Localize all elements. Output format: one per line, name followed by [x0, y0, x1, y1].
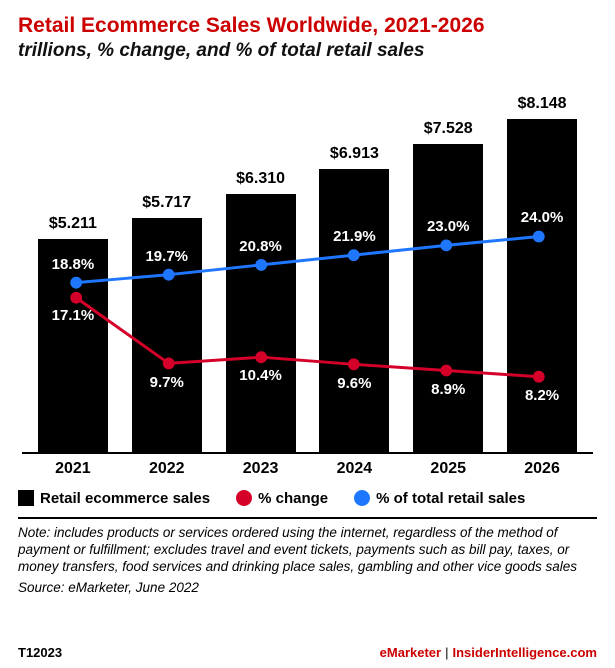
bar-slot: $7.528 23.0% 8.9%	[401, 92, 495, 452]
legend-item: Retail ecommerce sales	[18, 490, 210, 507]
pct-change-label: 9.7%	[120, 374, 214, 391]
pct-change-label: 9.6%	[307, 375, 401, 392]
chart-subtitle: trillions, % change, and % of total reta…	[18, 40, 597, 62]
legend-item: % of total retail sales	[354, 490, 525, 507]
x-axis-tick: 2025	[401, 456, 495, 482]
footer-brand-b: InsiderIntelligence.com	[453, 645, 598, 660]
bar-slot: $5.717 19.7% 9.7%	[120, 92, 214, 452]
bar-value-label: $5.717	[120, 194, 214, 212]
footer: T12023 eMarketer|InsiderIntelligence.com	[18, 645, 597, 660]
bar-slot: $8.148 24.0% 8.2%	[495, 92, 589, 452]
pct-change-label: 17.1%	[26, 307, 120, 324]
chart-title: Retail Ecommerce Sales Worldwide, 2021-2…	[18, 14, 597, 38]
legend-label: % change	[258, 490, 328, 507]
pct-change-label: 10.4%	[214, 367, 308, 384]
x-axis-tick: 2024	[307, 456, 401, 482]
bar-slot: $5.211 18.8% 17.1%	[26, 92, 120, 452]
legend-item: % change	[236, 490, 328, 507]
pct-of-total-label: 23.0%	[401, 218, 495, 235]
chart-container: $5.211 18.8% 17.1% $5.717 19.7% 9.7% $6.310 20.…	[18, 92, 597, 482]
bar-slot: $6.310 20.8% 10.4%	[214, 92, 308, 452]
x-axis: 202120222023202420252026	[22, 456, 593, 482]
pct-change-label: 8.2%	[495, 387, 589, 404]
legend-label: % of total retail sales	[376, 490, 525, 507]
chart-legend: Retail ecommerce sales % change % of total…	[18, 490, 597, 507]
bar-value-label: $5.211	[26, 215, 120, 233]
chart-plot-area: $5.211 18.8% 17.1% $5.717 19.7% 9.7% $6.310 20.…	[22, 92, 593, 454]
divider	[18, 517, 597, 519]
legend-swatch-dot	[236, 490, 252, 506]
bar-value-label: $6.310	[214, 170, 308, 188]
bar-value-label: $8.148	[495, 95, 589, 113]
pct-of-total-label: 19.7%	[120, 248, 214, 265]
legend-label: Retail ecommerce sales	[40, 490, 210, 507]
legend-swatch-bar	[18, 490, 34, 506]
bar-slot: $6.913 21.9% 9.6%	[307, 92, 401, 452]
x-axis-tick: 2021	[26, 456, 120, 482]
footer-attribution: eMarketer|InsiderIntelligence.com	[380, 645, 597, 660]
x-axis-tick: 2022	[120, 456, 214, 482]
x-axis-tick: 2026	[495, 456, 589, 482]
legend-swatch-dot	[354, 490, 370, 506]
chart-source: Source: eMarketer, June 2022	[18, 580, 597, 595]
chart-note: Note: includes products or services orde…	[18, 525, 597, 576]
bars-row: $5.211 18.8% 17.1% $5.717 19.7% 9.7% $6.310 20.…	[22, 92, 593, 452]
footer-code: T12023	[18, 645, 62, 660]
pct-of-total-label: 21.9%	[307, 228, 401, 245]
bar	[413, 144, 483, 452]
pct-of-total-label: 18.8%	[26, 256, 120, 273]
bar	[319, 169, 389, 452]
pct-of-total-label: 24.0%	[495, 209, 589, 226]
bar-value-label: $6.913	[307, 145, 401, 163]
bar	[226, 194, 296, 452]
pct-of-total-label: 20.8%	[214, 238, 308, 255]
bar-value-label: $7.528	[401, 120, 495, 138]
pct-change-label: 8.9%	[401, 381, 495, 398]
x-axis-tick: 2023	[214, 456, 308, 482]
footer-brand-a: eMarketer	[380, 645, 441, 660]
